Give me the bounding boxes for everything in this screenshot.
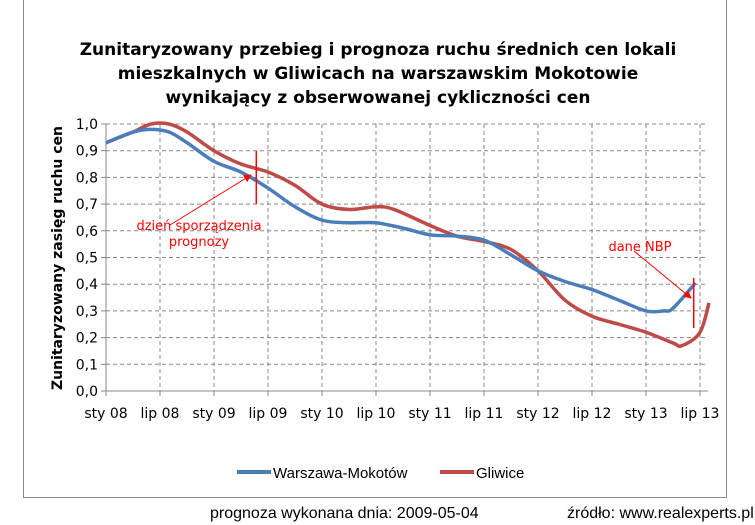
legend-label-gliwice: Gliwice [476, 465, 524, 482]
nbp-data-arrow [633, 250, 692, 299]
y-tick-label: 0,0 [76, 384, 98, 400]
nbp-data-label: dane NBP [608, 240, 671, 255]
chart-title-line-1: Zunitaryzowany przebieg i prognoza ruchu… [80, 40, 677, 60]
x-tick-label: sty 13 [624, 406, 667, 422]
y-tick-label: 0,5 [76, 251, 98, 267]
chart-title-line-2: mieszkalnych w Gliwicach na warszawskim … [118, 64, 639, 84]
chart-title-line-3: wynikający z obserwowanej cykliczności c… [165, 88, 590, 108]
x-tick-label: lip 13 [681, 406, 720, 422]
x-tick-label: sty 09 [192, 406, 235, 422]
legend-label-warszawa: Warszawa-Mokotów [273, 465, 408, 482]
x-tick-label: lip 10 [357, 406, 396, 422]
y-tick-label: 0,1 [76, 357, 98, 373]
x-tick-label: lip 12 [573, 406, 612, 422]
y-tick-label: 0,8 [76, 170, 98, 186]
x-tick-label: lip 11 [465, 406, 504, 422]
forecast-day-label-2: prognozy [169, 235, 230, 250]
y-tick-label: 0,2 [76, 331, 98, 347]
y-tick-label: 0,7 [76, 197, 98, 213]
chart-frame [23, 0, 727, 498]
y-tick-label: 0,4 [76, 277, 98, 293]
y-axis-label: Zunitaryzowany zasięg ruchu cen [50, 126, 66, 390]
y-tick-label: 0,3 [76, 304, 98, 320]
series-line-gliwice [105, 121, 711, 348]
x-tick-label: sty 10 [300, 406, 343, 422]
x-tick-label: lip 09 [249, 406, 288, 422]
forecast-date-note: prognoza wykonana dnia: 2009-05-04 [210, 505, 479, 522]
x-tick-label: sty 08 [84, 406, 127, 422]
series-line-warszawa-mokotow [105, 127, 697, 314]
forecast-day-arrow [169, 174, 252, 226]
x-tick-label: lip 08 [141, 406, 180, 422]
y-tick-label: 0,9 [76, 144, 98, 160]
y-tick-label: 1,0 [76, 117, 98, 133]
forecast-day-label: dzień sporządzenia [136, 219, 261, 234]
x-tick-label: sty 11 [408, 406, 451, 422]
y-tick-label: 0,6 [76, 224, 98, 240]
x-tick-label: sty 12 [516, 406, 559, 422]
source-note: źródło: www.realexperts.pl [567, 505, 754, 522]
